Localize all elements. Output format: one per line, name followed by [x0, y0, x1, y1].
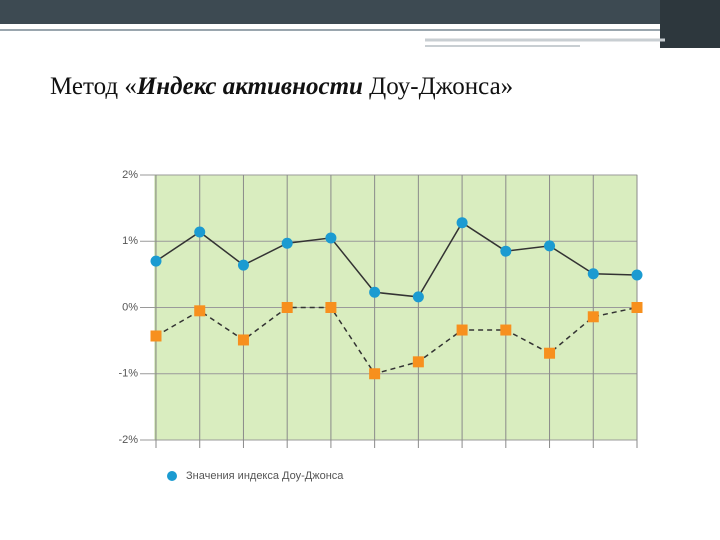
marker [194, 305, 206, 317]
y-tick-label: 2% [122, 169, 138, 181]
marker [369, 286, 381, 298]
marker [631, 269, 643, 281]
marker [150, 255, 162, 267]
y-tick-label: -1% [118, 368, 138, 380]
marker [194, 226, 206, 238]
title-part: Метод « [50, 73, 137, 100]
marker [412, 291, 424, 303]
title-part: Доу-Джонса» [362, 73, 514, 100]
marker [500, 245, 512, 257]
marker [237, 334, 249, 346]
y-tick-label: 1% [122, 235, 138, 247]
marker [369, 368, 381, 380]
marker [281, 237, 293, 249]
series-line [155, 306, 638, 375]
marker [150, 330, 162, 342]
marker [237, 259, 249, 271]
title-part-italic: Индекс активности [136, 73, 363, 100]
marker [631, 302, 643, 313]
y-tick-label: 0% [122, 301, 138, 313]
top-bar-corner [660, 0, 720, 48]
marker [500, 324, 512, 336]
top-bar [0, 0, 720, 24]
marker [544, 347, 556, 359]
legend-marker [167, 471, 177, 481]
marker [281, 302, 293, 313]
marker [325, 232, 337, 244]
legend-label: Значения индекса Доу-Джонса [186, 470, 344, 482]
marker [544, 240, 556, 252]
marker [325, 302, 337, 313]
series-line [155, 221, 638, 298]
y-tick-label: -2% [118, 434, 138, 446]
marker [412, 356, 424, 368]
marker [456, 324, 468, 336]
marker [587, 311, 599, 323]
marker [456, 217, 468, 229]
slide-title: Метод «Индекс активности Доу-Джонса» [50, 70, 590, 104]
marker [587, 268, 599, 280]
